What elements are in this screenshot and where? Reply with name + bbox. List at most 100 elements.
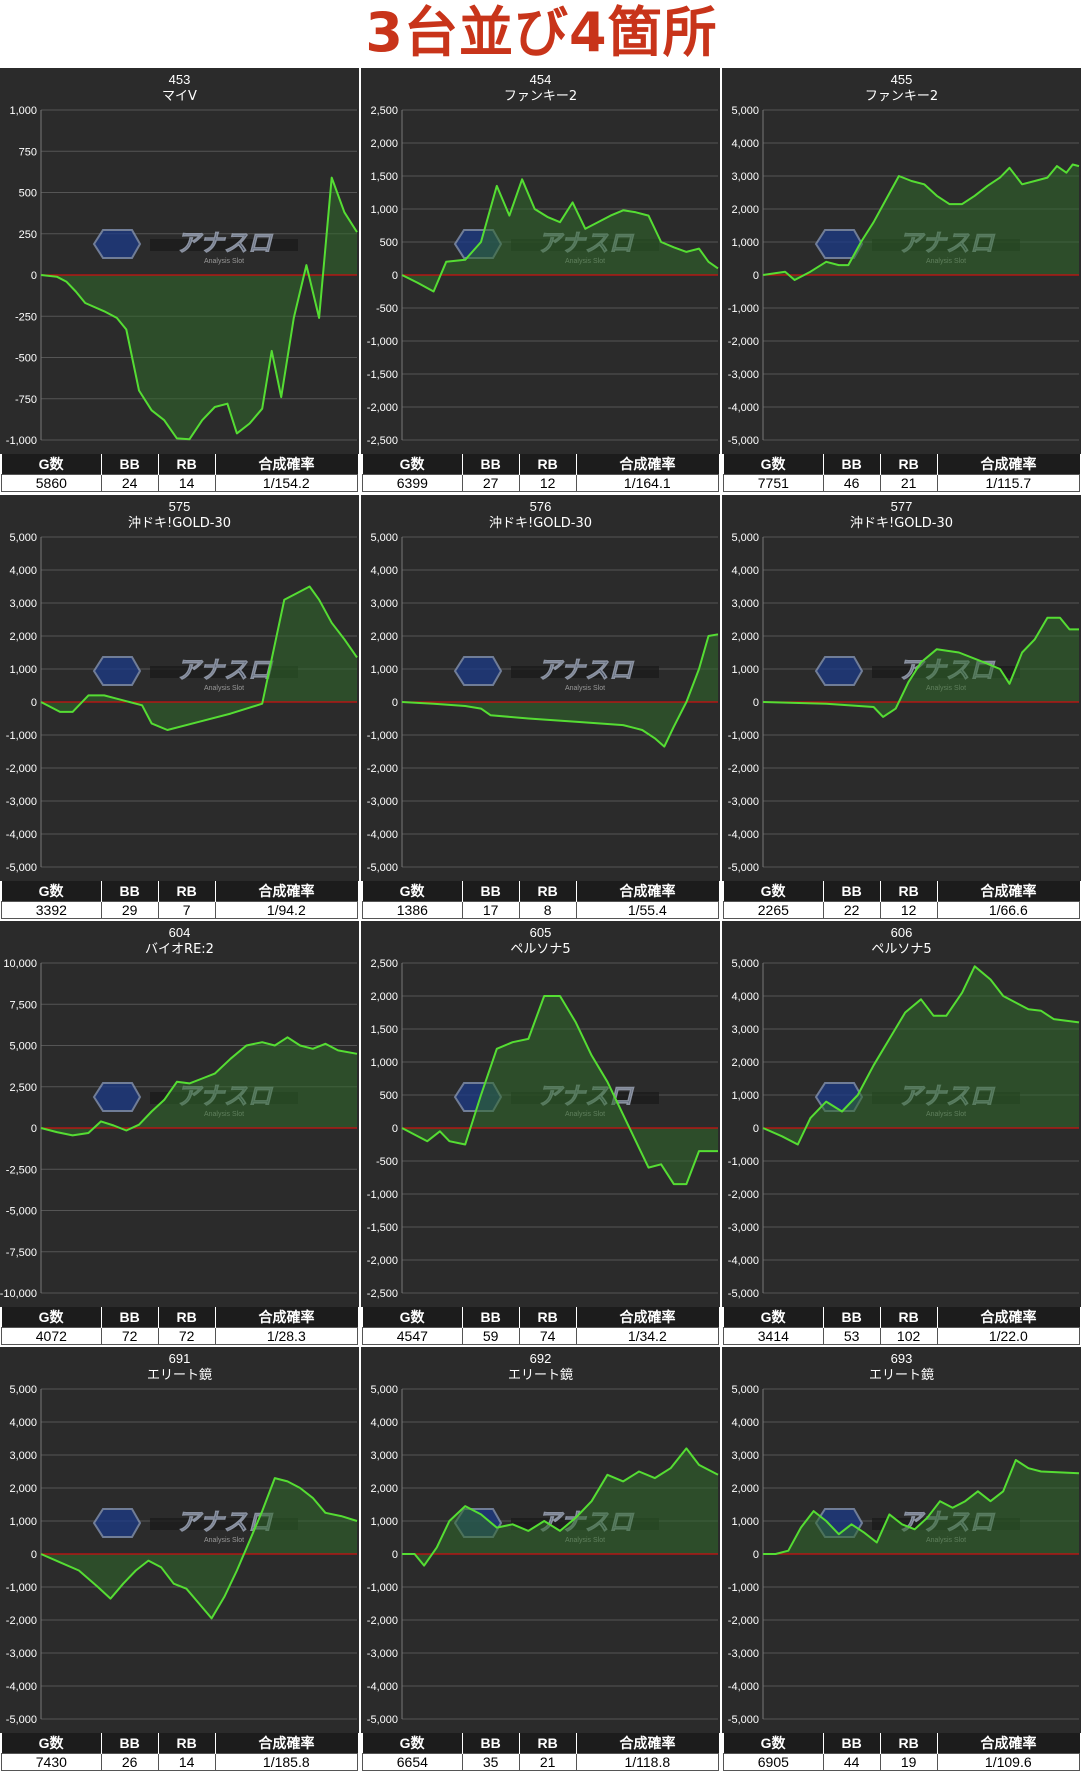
y-tick-label: -2,000 bbox=[728, 1615, 759, 1627]
y-tick-label: -4,000 bbox=[367, 829, 398, 841]
balance-area bbox=[763, 966, 1079, 1145]
machine-name: 沖ドキ!GOLD-30 bbox=[850, 516, 953, 531]
y-tick-label: 2,000 bbox=[370, 991, 398, 1003]
y-tick-label: -750 bbox=[15, 394, 37, 406]
stats-header-rb: RB bbox=[519, 1307, 577, 1328]
balance-area bbox=[402, 179, 718, 292]
stats-rate-value: 1/22.0 bbox=[936, 1327, 1081, 1345]
stats-rb-value: 14 bbox=[157, 1753, 216, 1771]
y-tick-label: 1,000 bbox=[370, 1057, 398, 1069]
stats-table: G数 BB RB 合成確率 6905 44 19 1/109.6 bbox=[723, 1733, 1081, 1771]
stats-header-games: G数 bbox=[362, 881, 463, 902]
y-tick-label: -2,000 bbox=[728, 763, 759, 775]
y-tick-label: 1,000 bbox=[370, 204, 398, 216]
page-title: 3台並び4箇所 bbox=[365, 1, 718, 64]
y-tick-label: -2,000 bbox=[728, 336, 759, 348]
balance-area bbox=[763, 164, 1079, 280]
chart-panel: 454 ファンキー2 2,500 2,000 1,500 1,000 500 0 -500 -1,… bbox=[361, 68, 720, 492]
watermark-subtext: Analysis Slot bbox=[565, 685, 605, 692]
y-tick-label: -1,000 bbox=[728, 1156, 759, 1168]
stats-table: G数 BB RB 合成確率 6399 27 12 1/164.1 bbox=[362, 454, 720, 492]
stats-header-rb: RB bbox=[519, 881, 577, 902]
y-tick-label: 0 bbox=[31, 1123, 37, 1135]
stats-rate-value: 1/118.8 bbox=[575, 1753, 720, 1771]
stats-header-bb: BB bbox=[462, 1307, 520, 1328]
stats-rate-value: 1/154.2 bbox=[214, 474, 359, 492]
watermark-hexagon bbox=[453, 656, 503, 686]
y-tick-label: 5,000 bbox=[731, 1384, 759, 1396]
y-tick-label: 0 bbox=[392, 1549, 398, 1561]
stats-rb-value: 19 bbox=[879, 1753, 938, 1771]
stats-header-games: G数 bbox=[1, 1307, 102, 1328]
y-tick-label: -5,000 bbox=[728, 1714, 759, 1726]
stats-bb-value: 24 bbox=[100, 474, 159, 492]
y-tick-label: -2,500 bbox=[6, 1164, 37, 1176]
balance-line bbox=[402, 1447, 719, 1567]
stats-games-value: 5860 bbox=[1, 474, 102, 492]
y-tick-label: 4,000 bbox=[9, 1417, 37, 1429]
balance-area bbox=[41, 1037, 357, 1136]
y-tick-label: 500 bbox=[19, 188, 37, 200]
stats-header-games: G数 bbox=[723, 1733, 824, 1754]
machine-name: エリート鏡 bbox=[869, 1368, 934, 1383]
y-tick-label: -4,000 bbox=[367, 1681, 398, 1693]
machine-number: 455 bbox=[891, 72, 913, 87]
chart-panel: 604 バイオRE:2 10,000 7,500 5,000 2,500 0 -2,500 -5… bbox=[0, 921, 359, 1345]
y-tick-label: -4,000 bbox=[6, 1681, 37, 1693]
machine-name: ファンキー2 bbox=[865, 89, 938, 104]
stats-header-rb: RB bbox=[880, 1733, 938, 1754]
machine-number: 692 bbox=[530, 1351, 552, 1366]
chart-panel: 606 ペルソナ5 5,000 4,000 3,000 2,000 1,000 0 -1,000… bbox=[722, 921, 1081, 1345]
balance-line bbox=[401, 995, 718, 1186]
y-tick-label: 5,000 bbox=[731, 958, 759, 970]
stats-header-bb: BB bbox=[462, 1733, 520, 1754]
y-tick-label: 2,000 bbox=[731, 1057, 759, 1069]
y-tick-label: 2,500 bbox=[9, 1082, 37, 1094]
balance-line bbox=[40, 585, 358, 731]
chart-panel: 453 マイV 1,000 750 500 250 0 -250 -500 -750 -1,000 ア… bbox=[0, 68, 359, 492]
y-tick-label: 1,000 bbox=[731, 1090, 759, 1102]
stats-header-games: G数 bbox=[723, 881, 824, 902]
y-tick-label: -5,000 bbox=[6, 1714, 37, 1726]
stats-table: G数 BB RB 合成確率 7430 26 14 1/185.8 bbox=[1, 1733, 359, 1771]
y-tick-label: 1,000 bbox=[731, 237, 759, 249]
y-tick-label: 500 bbox=[380, 1090, 398, 1102]
stats-bb-value: 35 bbox=[461, 1753, 520, 1771]
stats-bb-value: 17 bbox=[461, 901, 520, 919]
stats-header-bb: BB bbox=[823, 1307, 881, 1328]
y-tick-label: 4,000 bbox=[370, 565, 398, 577]
y-tick-label: 1,500 bbox=[370, 171, 398, 183]
chart-panel: 575 沖ドキ!GOLD-30 5,000 4,000 3,000 2,000 1,000 0… bbox=[0, 495, 359, 919]
stats-table: G数 BB RB 合成確率 3414 53 102 1/22.0 bbox=[723, 1307, 1081, 1345]
chart-panel: 691 エリート鏡 5,000 4,000 3,000 2,000 1,000 0 -1,000… bbox=[0, 1347, 359, 1771]
y-tick-label: 1,000 bbox=[370, 664, 398, 676]
machine-name: マイV bbox=[162, 89, 197, 104]
stats-header-bb: BB bbox=[823, 1733, 881, 1754]
y-tick-label: 1,000 bbox=[9, 1516, 37, 1528]
machine-chart: 575 沖ドキ!GOLD-30 5,000 4,000 3,000 2,000 1,000 0… bbox=[0, 495, 359, 881]
stats-games-value: 2265 bbox=[723, 901, 824, 919]
y-tick-label: -2,000 bbox=[367, 763, 398, 775]
y-tick-label: -4,000 bbox=[728, 1255, 759, 1267]
y-tick-label: 2,500 bbox=[370, 958, 398, 970]
y-tick-label: 2,000 bbox=[731, 204, 759, 216]
y-tick-label: 1,000 bbox=[370, 1516, 398, 1528]
y-tick-label: -2,000 bbox=[6, 1615, 37, 1627]
y-tick-label: 3,000 bbox=[731, 171, 759, 183]
stats-header-bb: BB bbox=[101, 1307, 159, 1328]
watermark-subtext: Analysis Slot bbox=[204, 258, 244, 265]
stats-bb-value: 22 bbox=[822, 901, 881, 919]
y-tick-label: -1,000 bbox=[367, 1189, 398, 1201]
y-tick-label: -5,000 bbox=[6, 862, 37, 874]
y-tick-label: 0 bbox=[31, 1549, 37, 1561]
stats-bb-value: 46 bbox=[822, 474, 881, 492]
stats-table: G数 BB RB 合成確率 4072 72 72 1/28.3 bbox=[1, 1307, 359, 1345]
machine-name: 沖ドキ!GOLD-30 bbox=[128, 516, 231, 531]
balance-line bbox=[40, 176, 358, 441]
stats-games-value: 6399 bbox=[362, 474, 463, 492]
y-tick-label: 3,000 bbox=[9, 1450, 37, 1462]
stats-header-games: G数 bbox=[723, 1307, 824, 1328]
y-tick-label: 3,000 bbox=[731, 1450, 759, 1462]
